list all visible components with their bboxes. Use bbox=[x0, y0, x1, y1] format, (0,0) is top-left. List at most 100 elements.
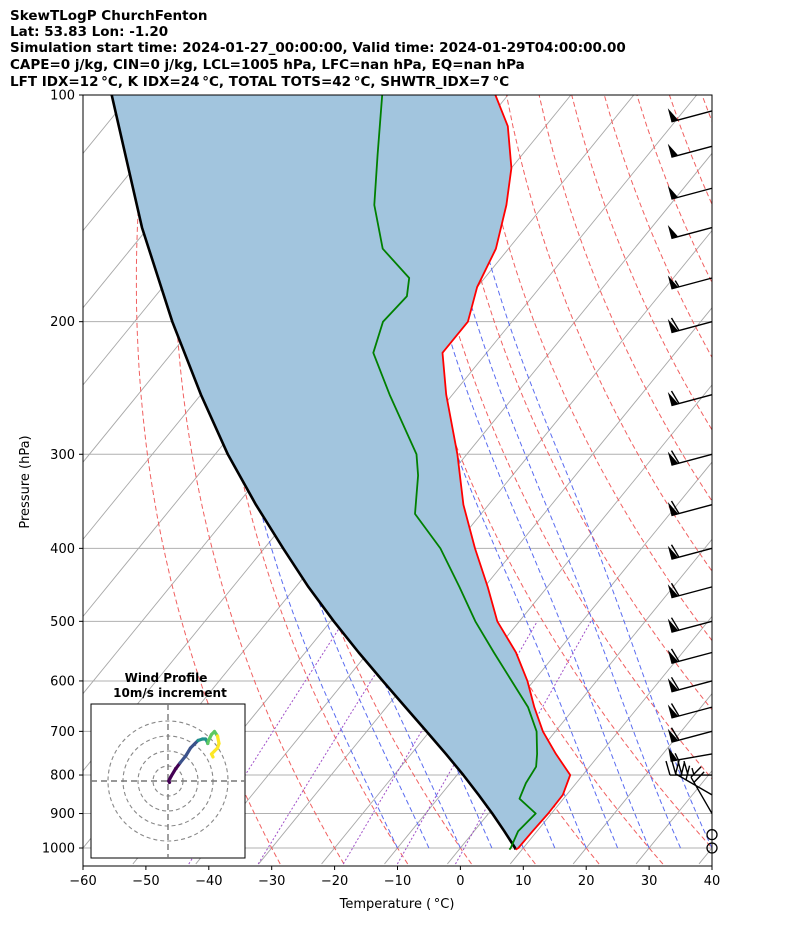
wind-barb bbox=[667, 108, 713, 123]
dry-adiabat bbox=[603, 95, 712, 359]
barb-full bbox=[670, 390, 680, 404]
barb-staff bbox=[671, 110, 713, 123]
mixing-ratio-line bbox=[188, 621, 345, 865]
dry-adiabat bbox=[473, 95, 712, 642]
hodograph-inset: Wind Profile 10m/s increment bbox=[90, 671, 246, 859]
dry-adiabat bbox=[506, 95, 712, 573]
isotherm bbox=[447, 538, 712, 865]
barb-flag bbox=[667, 143, 679, 158]
moist-adiabat bbox=[453, 95, 712, 849]
barb-full bbox=[670, 676, 680, 691]
x-tick-label: 10 bbox=[515, 874, 532, 889]
dry-adiabat bbox=[173, 95, 345, 865]
barb-full bbox=[693, 771, 705, 783]
wind-barb bbox=[667, 224, 713, 240]
wind-barb bbox=[667, 727, 713, 743]
wind-barb bbox=[667, 544, 713, 560]
wind-barb bbox=[665, 760, 712, 776]
x-tick-label: −20 bbox=[321, 874, 348, 889]
wind-barb bbox=[667, 500, 713, 517]
barb-staff bbox=[671, 226, 713, 240]
barb-full bbox=[670, 450, 680, 464]
moist-adiabat bbox=[282, 95, 493, 849]
barb-flag bbox=[667, 678, 679, 692]
barb-half bbox=[674, 753, 679, 761]
hodograph-subtitle: 10m/s increment bbox=[113, 686, 227, 700]
barb-staff bbox=[675, 773, 713, 796]
isotherm bbox=[321, 384, 712, 865]
axes: −60 −50 −40 −30 −20 −10 0 10 20 30 40 100 200 300 400 5… bbox=[42, 89, 720, 890]
isotherm bbox=[635, 770, 712, 865]
barb-full bbox=[670, 317, 680, 331]
hodograph-segment bbox=[209, 752, 215, 759]
barb-flag bbox=[667, 649, 679, 664]
barb-staff bbox=[690, 776, 713, 814]
y-tick-label: 100 bbox=[50, 89, 75, 104]
dry-adiabat bbox=[735, 95, 794, 864]
barb-flag bbox=[667, 224, 679, 239]
x-tick-label: −10 bbox=[384, 874, 411, 889]
barb-flag bbox=[667, 319, 679, 333]
dewpoint-line bbox=[372, 95, 538, 851]
dry-adiabat bbox=[636, 95, 712, 284]
y-axis-label: Pressure (hPa) bbox=[18, 435, 33, 528]
barb-flag bbox=[667, 618, 679, 633]
dry-adiabat bbox=[135, 95, 281, 865]
barb-full bbox=[665, 760, 671, 776]
moist-adiabat bbox=[239, 95, 430, 849]
wind-barb bbox=[667, 275, 713, 290]
barb-flag bbox=[667, 108, 679, 122]
y-tick-label: 400 bbox=[50, 542, 75, 557]
y-tick-label: 500 bbox=[50, 615, 75, 630]
barb-flag bbox=[667, 704, 679, 718]
dry-adiabat bbox=[408, 95, 712, 780]
temperature-line bbox=[441, 95, 572, 851]
barb-flag bbox=[667, 502, 679, 516]
isotherm bbox=[572, 692, 712, 865]
wind-barb bbox=[667, 185, 713, 200]
isotherm bbox=[0, 95, 68, 864]
x-axis-label: Temperature ( °C) bbox=[339, 897, 455, 912]
location-line: Lat: 53.83 Lon: -1.20 bbox=[10, 24, 169, 40]
barb-full bbox=[670, 727, 680, 741]
hodograph-ring bbox=[107, 720, 229, 842]
barb-staff bbox=[671, 187, 713, 200]
wind-barbs bbox=[665, 108, 718, 854]
y-tick-label: 300 bbox=[50, 448, 75, 463]
y-tick-label: 1000 bbox=[42, 842, 75, 857]
wind-barb bbox=[667, 648, 713, 665]
barb-flag bbox=[667, 584, 679, 598]
barb-flag bbox=[667, 391, 679, 406]
barb-flag bbox=[667, 275, 679, 289]
dry-adiabat bbox=[701, 95, 712, 123]
isotherm bbox=[83, 95, 194, 232]
isotherm bbox=[258, 307, 712, 865]
x-tick-label: −60 bbox=[69, 874, 96, 889]
barb-full bbox=[670, 617, 680, 631]
dry-adiabat bbox=[571, 95, 712, 431]
y-tick-label: 800 bbox=[50, 769, 75, 784]
convective-params-line: CAPE=0 j/kg, CIN=0 j/kg, LCL=1005 hPa, L… bbox=[10, 57, 525, 73]
mixing-ratio-line bbox=[257, 621, 409, 865]
y-tick-label: 700 bbox=[50, 725, 75, 740]
barb-staff bbox=[671, 680, 713, 693]
x-tick-label: 20 bbox=[578, 874, 595, 889]
y-tick-label: 600 bbox=[50, 674, 75, 689]
wind-barb bbox=[667, 317, 713, 334]
wind-barb bbox=[667, 703, 713, 719]
stability-indices-line: LFT IDX=12 °C, K IDX=24 °C, TOTAL TOTS=4… bbox=[10, 74, 510, 90]
moist-adiabat bbox=[401, 95, 650, 849]
hodograph-ring bbox=[137, 750, 199, 812]
x-tick-label: −50 bbox=[132, 874, 159, 889]
barb-flag bbox=[667, 451, 679, 466]
barb-full bbox=[671, 760, 677, 776]
barb-flag bbox=[667, 185, 679, 200]
barb-flag bbox=[667, 545, 679, 560]
x-tick-label: 30 bbox=[641, 874, 658, 889]
dry-adiabat bbox=[668, 95, 712, 206]
chart-title: SkewTLogP ChurchFenton bbox=[10, 8, 208, 24]
isotherm bbox=[509, 615, 712, 865]
y-tick-label: 900 bbox=[50, 807, 75, 822]
barb-half bbox=[691, 767, 695, 776]
isotherm bbox=[698, 847, 712, 865]
